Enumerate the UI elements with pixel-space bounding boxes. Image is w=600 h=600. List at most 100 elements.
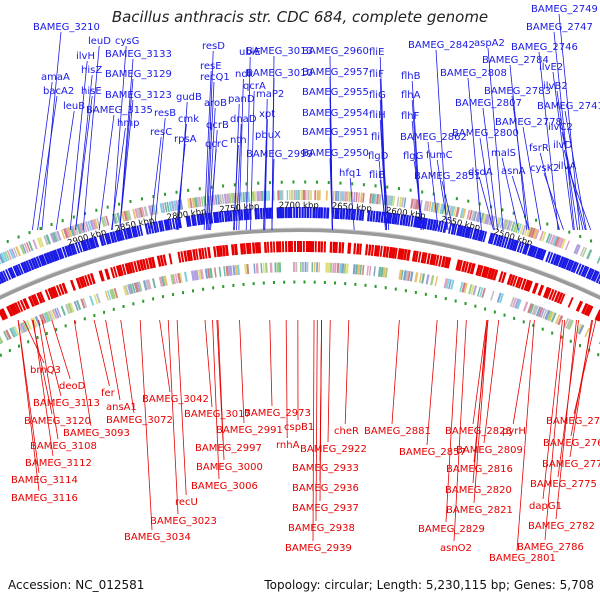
feature-segment <box>219 194 223 205</box>
feature-segment <box>398 196 403 208</box>
feature-segment <box>214 194 218 205</box>
gene-label: BAMEG_3114 <box>11 475 78 486</box>
feature-segment <box>263 241 267 253</box>
feature-segment <box>274 262 277 273</box>
feature-segment <box>309 207 312 219</box>
feature-segment <box>173 200 178 211</box>
feature-segment <box>218 266 222 277</box>
feature-segment <box>290 241 293 253</box>
feature-segment <box>19 322 27 333</box>
gene-label: BAMEG_2973 <box>244 408 311 419</box>
feature-segment <box>464 226 470 238</box>
cog-dot <box>17 235 20 239</box>
feature-segment <box>313 262 316 273</box>
feature-segment <box>51 250 58 262</box>
feature-segment <box>200 196 204 207</box>
gene-label: BAMEG_2954 <box>302 108 369 119</box>
feature-segment <box>2 330 9 341</box>
feature-segment <box>78 276 85 288</box>
feature-segment <box>109 289 115 300</box>
feature-segment <box>166 219 171 231</box>
feature-segment <box>201 247 205 260</box>
feature-segment <box>170 274 175 285</box>
backbone-highlight <box>0 227 600 296</box>
feature-segment <box>573 243 580 255</box>
feature-segment <box>225 265 229 277</box>
feature-segment <box>269 262 273 273</box>
gene-label: BAMEG_3108 <box>30 441 97 452</box>
gene-label: pbuX <box>255 130 281 141</box>
feature-segment <box>554 314 561 325</box>
leader-line <box>37 95 58 231</box>
feature-segment <box>22 298 30 310</box>
feature-segment <box>253 263 256 274</box>
feature-segment <box>477 212 482 223</box>
feature-segment <box>440 256 446 268</box>
feature-segment <box>323 241 327 253</box>
feature-segment <box>11 303 19 315</box>
cog-dot <box>252 282 255 286</box>
feature-segment <box>56 230 62 241</box>
feature-segment <box>532 246 539 258</box>
feature-segment <box>342 208 346 220</box>
feature-segment <box>127 262 133 274</box>
feature-segment <box>426 218 431 230</box>
feature-segment <box>420 251 426 264</box>
gene-label: flgG <box>403 151 423 162</box>
feature-segment <box>114 213 119 224</box>
feature-segment <box>320 241 324 253</box>
feature-segment <box>482 231 488 243</box>
feature-segment <box>426 201 430 212</box>
leader-line <box>479 137 495 231</box>
feature-segment <box>28 295 35 308</box>
feature-segment <box>298 190 300 201</box>
feature-segment <box>155 221 160 233</box>
gene-label: fer <box>101 388 116 399</box>
cog-dot <box>72 215 75 219</box>
feature-segment <box>278 241 282 253</box>
feature-segment <box>520 278 527 290</box>
feature-segment <box>403 249 408 261</box>
kbp-tick-label: 2650 kbp <box>331 201 372 214</box>
feature-segment <box>139 224 144 236</box>
forward-strand-ring <box>0 207 600 285</box>
gene-label: BAMEG_2786 <box>517 542 584 553</box>
cog-dot <box>152 195 155 199</box>
feature-segment <box>432 202 438 213</box>
feature-segment <box>445 278 450 289</box>
feature-segment <box>394 213 399 225</box>
feature-segment <box>585 267 593 279</box>
feature-segment <box>2 270 9 282</box>
cog-dot <box>364 283 367 287</box>
cog-dot <box>409 188 412 192</box>
feature-segment <box>456 224 462 236</box>
cog-dot <box>546 222 549 226</box>
feature-segment <box>53 286 59 298</box>
feature-segment <box>413 216 418 228</box>
feature-segment <box>223 266 226 277</box>
feature-segment <box>356 243 360 255</box>
feature-segment <box>527 244 534 257</box>
feature-segment <box>306 262 309 273</box>
feature-segment <box>366 265 369 276</box>
feature-segment <box>163 275 168 286</box>
gene-label: BAMEG_2765 <box>543 438 600 449</box>
feature-segment <box>200 269 204 280</box>
gene-label: BAMEG_2857 <box>399 447 466 458</box>
feature-segment <box>323 207 327 219</box>
feature-segment <box>82 239 89 251</box>
feature-segment <box>584 327 591 338</box>
cog-dot <box>142 299 145 303</box>
feature-segment <box>470 284 475 295</box>
cog-dot <box>0 353 2 357</box>
gene-label: BAMEG_2862 <box>400 132 467 143</box>
feature-segment <box>56 307 62 318</box>
gene-label: BAMEG_2800 <box>452 128 519 139</box>
gene-label: fliH <box>369 110 386 121</box>
cog-dot <box>386 185 389 189</box>
feature-segment <box>446 205 450 216</box>
feature-segment <box>372 210 376 222</box>
feature-segment <box>61 246 68 258</box>
leader-line <box>205 50 214 231</box>
feature-segment <box>508 238 515 251</box>
